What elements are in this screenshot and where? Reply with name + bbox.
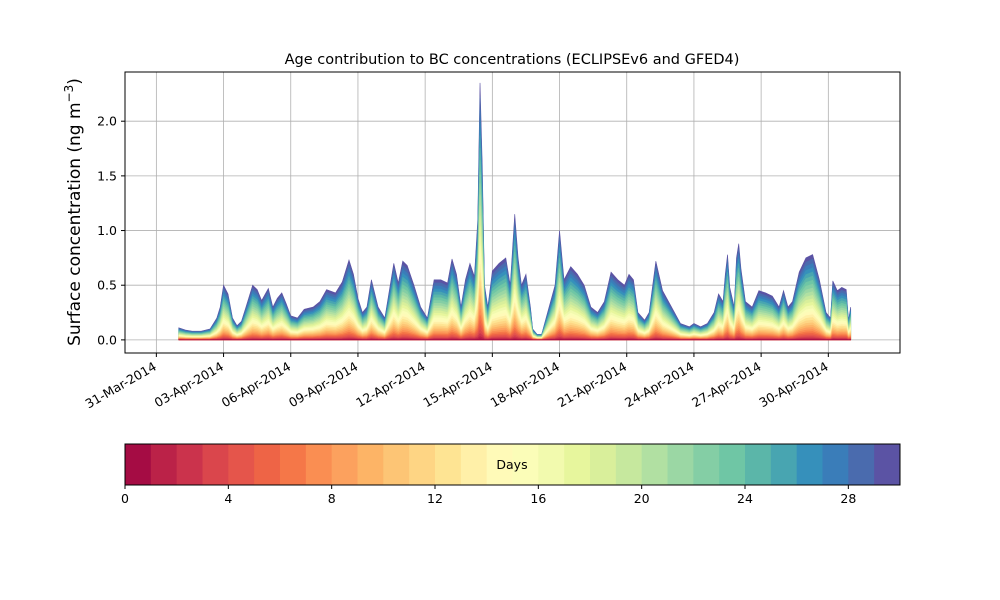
y-axis-label: Surface concentration (ng m−3) (62, 78, 85, 346)
colorbar-segment-10 (383, 444, 410, 485)
colorbar-segment-26 (796, 444, 823, 485)
colorbar-segment-22 (693, 444, 720, 485)
colorbar-segment-23 (719, 444, 746, 485)
colorbar-segment-16 (538, 444, 565, 485)
x-tick-label: 03-Apr-2014 (152, 359, 226, 411)
colorbar-segment-1 (150, 444, 178, 485)
colorbar-segment-28 (848, 444, 875, 485)
colorbar-segment-0 (125, 444, 152, 485)
colorbar-segment-29 (874, 444, 901, 485)
colorbar-tick-label: 16 (530, 491, 546, 506)
colorbar-segment-17 (564, 444, 591, 485)
age-band-area-0-1-days (178, 338, 852, 341)
colorbar-segment-6 (280, 444, 307, 485)
age-band-area-9-10-days (178, 295, 852, 341)
age-band-area-3-4-days (178, 329, 852, 341)
x-axis: 31-Mar-201403-Apr-201406-Apr-201409-Apr-… (82, 353, 831, 412)
x-tick-label: 31-Mar-2014 (82, 359, 158, 412)
colorbar-segment-9 (357, 444, 384, 485)
x-tick-label: 30-Apr-2014 (756, 359, 830, 411)
colorbar-tick-label: 4 (224, 491, 232, 506)
y-tick-label: 1.0 (97, 223, 117, 238)
x-tick-label: 09-Apr-2014 (286, 359, 360, 411)
colorbar-segment-2 (176, 444, 203, 485)
colorbar-segment-3 (202, 444, 229, 485)
colorbar-segment-19 (615, 444, 643, 485)
colorbar-segment-18 (590, 444, 617, 485)
colorbar-segment-24 (745, 444, 772, 485)
colorbar (125, 444, 901, 485)
age-band-area-4-5-days (178, 324, 852, 341)
y-axis: 0.0 0.5 1.0 1.5 2.0 (97, 114, 125, 347)
colorbar-frame (124, 443, 901, 486)
colorbar-segment-27 (822, 444, 849, 485)
colorbar-tick-label: 0 (121, 491, 129, 506)
age-band-area-2-3-days (178, 332, 852, 341)
colorbar-segment-13 (460, 444, 488, 485)
x-tick-label: 12-Apr-2014 (353, 359, 427, 411)
y-tick-label: 1.5 (97, 168, 117, 183)
colorbar-label: Days (496, 457, 527, 472)
colorbar-axis: 0 4 8 12 16 20 24 28 (121, 485, 856, 506)
x-tick-label: 27-Apr-2014 (689, 359, 763, 411)
age-band-area-8-9-days (178, 302, 852, 341)
colorbar-segment-14 (486, 444, 513, 485)
age-band-area-10-11-days (178, 288, 852, 341)
colorbar-segment-11 (409, 444, 436, 485)
colorbar-segment-7 (305, 444, 333, 485)
age-band-area-5-6-days (178, 319, 852, 341)
colorbar-segment-25 (770, 444, 798, 485)
x-tick-label: 18-Apr-2014 (488, 359, 562, 411)
x-tick-label: 24-Apr-2014 (622, 359, 696, 411)
colorbar-tick-label: 24 (737, 491, 753, 506)
colorbar-segment-4 (228, 444, 255, 485)
y-tick-label: 2.0 (97, 114, 117, 129)
age-band-area-7-8-days (178, 308, 852, 341)
age-band-area-6-7-days (178, 314, 852, 341)
x-tick-label: 21-Apr-2014 (555, 359, 629, 411)
plot-frame (124, 71, 901, 354)
colorbar-segment-21 (667, 444, 694, 485)
colorbar-tick-label: 8 (328, 491, 336, 506)
colorbar-segment-12 (435, 444, 462, 485)
colorbar-segment-20 (641, 444, 668, 485)
y-tick-label: 0.5 (97, 278, 117, 293)
colorbar-segment-5 (254, 444, 281, 485)
colorbar-tick-label: 28 (840, 491, 856, 506)
y-tick-label: 0.0 (97, 332, 117, 347)
x-tick-label: 15-Apr-2014 (420, 359, 494, 411)
colorbar-segment-8 (331, 444, 358, 485)
colorbar-segment-15 (512, 444, 539, 485)
stacked-age-areas (178, 82, 852, 341)
chart-title: Age contribution to BC concentrations (E… (285, 52, 740, 68)
colorbar-tick-label: 12 (427, 491, 443, 506)
colorbar-tick-label: 20 (634, 491, 650, 506)
x-tick-label: 06-Apr-2014 (219, 359, 293, 411)
